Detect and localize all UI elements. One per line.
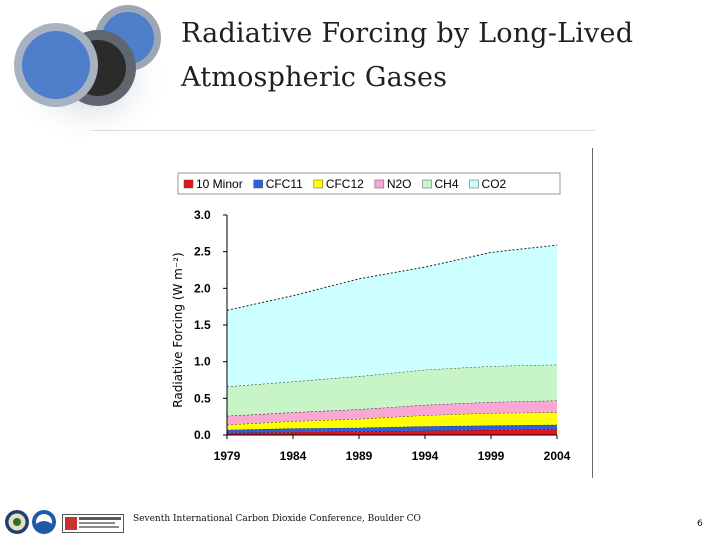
legend-label-cfc11: CFC11 [266, 177, 303, 191]
legend-swatch-co2 [469, 179, 479, 189]
department-seal-icon [5, 510, 29, 534]
legend-swatch-cfc11 [253, 179, 263, 189]
title-line-1: Radiative Forcing by Long-Lived [181, 18, 634, 49]
area-edge-co2 [226, 244, 558, 311]
legend-box [177, 172, 561, 195]
program-logo-icon [62, 514, 124, 533]
footer-text: Seventh International Carbon Dioxide Con… [133, 514, 421, 524]
y-tick-label: 2.0 [194, 281, 211, 295]
x-tick-label: 1979 [214, 449, 241, 463]
y-axis-label: Radiative Forcing (W m⁻²) [171, 252, 185, 407]
legend-swatch-10-minor [183, 179, 194, 189]
legend-swatch-cfc12 [313, 179, 324, 189]
y-tick-label: 2.5 [194, 245, 211, 259]
y-tick-label: 1.5 [194, 318, 211, 332]
legend-label-n2o: N2O [387, 177, 412, 191]
x-tick-label: 1984 [280, 449, 307, 463]
page-number: 6 [697, 519, 703, 529]
area-cfc11 [227, 424, 557, 433]
legend-label-co2: CO2 [482, 177, 507, 191]
legend-swatch-n2o [374, 179, 385, 189]
x-tick-label: 1999 [478, 449, 505, 463]
area-cfc12 [227, 412, 557, 430]
x-tick-label: 1989 [346, 449, 373, 463]
area-ch4 [227, 364, 557, 416]
legend-label-10-minor: 10 Minor [196, 177, 243, 191]
area-n2o [227, 400, 557, 425]
x-tick-label: 1994 [412, 449, 439, 463]
area-10-minor [227, 429, 557, 435]
title-line-2: Atmospheric Gases [181, 62, 448, 93]
legend-label-cfc12: CFC12 [326, 177, 364, 191]
x-tick-label: 2004 [544, 449, 571, 463]
area-edge-10-minor [226, 428, 558, 434]
y-tick-label: 1.0 [194, 355, 211, 369]
y-tick-label: 0.5 [194, 391, 211, 405]
area-co2 [227, 245, 557, 387]
slide-title: Radiative Forcing by Long-Lived Atmosphe… [181, 12, 681, 100]
decorative-circles [8, 5, 170, 148]
radiative-forcing-chart: 10 Minor CFC11 CFC12 N2O CH4 CO2 0.0 0.5 1.0 1.5… [90, 130, 595, 480]
legend-label-ch4: CH4 [435, 177, 459, 191]
y-tick-label: 3.0 [194, 208, 211, 222]
noaa-logo-icon [32, 510, 56, 534]
legend-swatch-ch4 [422, 179, 432, 189]
y-tick-label: 0.0 [194, 428, 211, 442]
